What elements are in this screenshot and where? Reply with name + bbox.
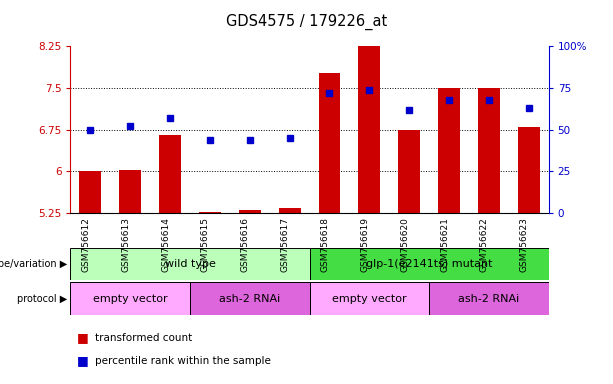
Text: ■: ■: [77, 331, 88, 344]
Text: GSM756620: GSM756620: [400, 217, 409, 272]
Text: GSM756619: GSM756619: [360, 217, 369, 272]
Bar: [319, 73, 340, 213]
Text: ■: ■: [77, 354, 88, 367]
Text: transformed count: transformed count: [95, 333, 192, 343]
Bar: [70, 248, 310, 280]
Bar: [310, 248, 549, 280]
Text: GSM756618: GSM756618: [321, 217, 330, 272]
Bar: [429, 282, 549, 315]
Text: empty vector: empty vector: [332, 293, 406, 304]
Bar: [159, 135, 181, 213]
Bar: [239, 210, 261, 213]
Text: GSM756617: GSM756617: [281, 217, 289, 272]
Text: GSM756622: GSM756622: [480, 217, 489, 272]
Bar: [120, 170, 141, 213]
Text: GSM756623: GSM756623: [520, 217, 528, 272]
Bar: [398, 130, 420, 213]
Text: ash-2 RNAi: ash-2 RNAi: [219, 293, 280, 304]
Text: ash-2 RNAi: ash-2 RNAi: [459, 293, 519, 304]
Text: GSM756613: GSM756613: [121, 217, 131, 272]
Text: wild type: wild type: [165, 259, 215, 269]
Bar: [80, 171, 101, 213]
Text: GSM756615: GSM756615: [201, 217, 210, 272]
Bar: [359, 25, 380, 213]
Bar: [190, 282, 310, 315]
Text: protocol ▶: protocol ▶: [17, 293, 67, 304]
Text: percentile rank within the sample: percentile rank within the sample: [95, 356, 271, 366]
Text: genotype/variation ▶: genotype/variation ▶: [0, 259, 67, 269]
Bar: [438, 88, 460, 213]
Bar: [199, 212, 221, 213]
Text: GSM756614: GSM756614: [161, 217, 170, 272]
Bar: [279, 208, 300, 213]
Text: empty vector: empty vector: [93, 293, 167, 304]
Text: GSM756616: GSM756616: [241, 217, 250, 272]
Text: GDS4575 / 179226_at: GDS4575 / 179226_at: [226, 13, 387, 30]
Text: glp-1(e2141ts) mutant: glp-1(e2141ts) mutant: [366, 259, 492, 269]
Bar: [518, 127, 539, 213]
Bar: [310, 282, 429, 315]
Bar: [478, 88, 500, 213]
Text: GSM756621: GSM756621: [440, 217, 449, 272]
Text: GSM756612: GSM756612: [82, 217, 91, 272]
Bar: [70, 282, 190, 315]
